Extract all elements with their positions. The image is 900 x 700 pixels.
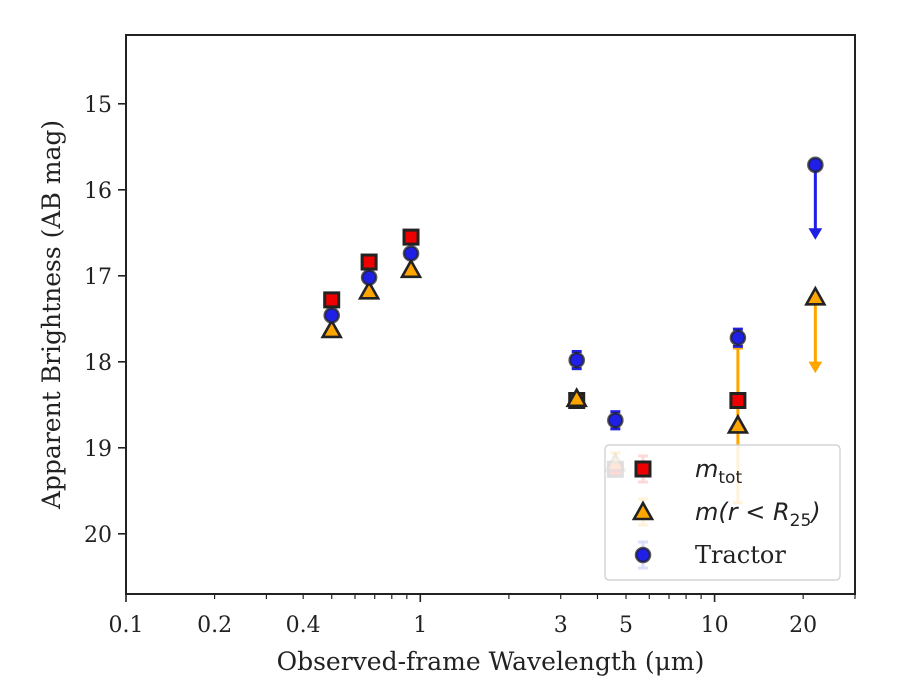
circle-point (323, 307, 341, 324)
y-tick-label: 18 (84, 351, 112, 376)
circle-point (402, 245, 420, 262)
triangle-point (565, 387, 588, 408)
circle-point (807, 156, 824, 174)
x-tick-label: 5 (619, 613, 633, 638)
legend-box (604, 444, 841, 581)
circle-point (360, 269, 378, 286)
legend-marker-circle (634, 546, 652, 564)
x-tick-label: 0.2 (197, 613, 232, 638)
y-tick-label: 20 (84, 523, 112, 548)
y-axis-label: Apparent Brightness (AB mag) (37, 120, 66, 510)
data-points (320, 156, 827, 478)
triangle-point (320, 318, 343, 339)
triangle-point (726, 413, 750, 434)
legend-label: m(r < R25) (695, 498, 821, 531)
x-tick-label: 3 (554, 613, 568, 638)
legend-marker-square (634, 460, 652, 478)
square-point (323, 291, 341, 309)
square-point (729, 392, 747, 409)
x-tick-label: 10 (701, 613, 729, 638)
x-tick-label: 1 (413, 613, 427, 638)
circle-point (568, 351, 586, 369)
x-axis-label: Observed-frame Wavelength (μm) (277, 647, 705, 676)
x-tick-label: 0.4 (286, 613, 321, 638)
legend: mtot m(r < R25) Tractor (604, 444, 841, 581)
tick-labels: 0.1 0.2 0.4 1 3 5 10 20 15 16 17 18 19 20 (84, 93, 817, 638)
legend-label: Tractor (695, 541, 786, 569)
legend-marker-triangle (631, 500, 655, 521)
square-point (402, 228, 420, 246)
triangle-upper-limit-arrow (808, 361, 823, 374)
legend-label: mtot (695, 455, 742, 488)
circle-upper-limit-arrow (808, 228, 823, 240)
y-tick-label: 16 (84, 179, 112, 204)
x-tick-label: 20 (789, 613, 817, 638)
triangle-point (804, 285, 827, 306)
y-tick-label: 15 (84, 93, 112, 118)
circle-point (607, 411, 624, 429)
y-tick-label: 17 (84, 265, 112, 290)
plot-frame (125, 34, 856, 595)
x-tick-label: 0.1 (109, 613, 144, 638)
triangle-point (357, 279, 381, 300)
y-tick-label: 19 (84, 437, 112, 462)
triangle-point (399, 258, 423, 279)
circle-point (729, 329, 747, 347)
square-point (360, 253, 378, 271)
